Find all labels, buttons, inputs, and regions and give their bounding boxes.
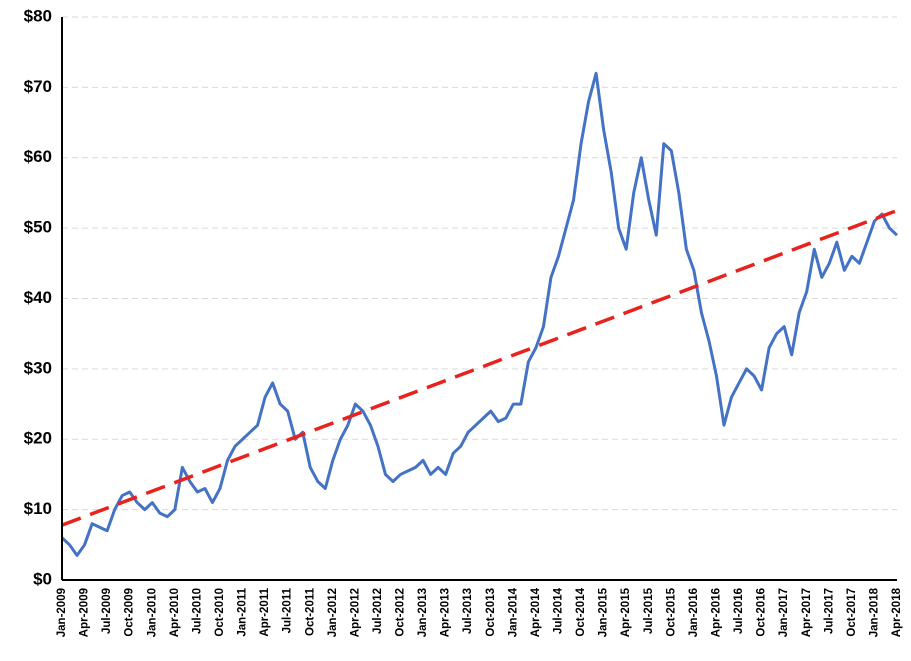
y-tick-label: $70	[24, 77, 52, 96]
x-tick-label: Apr-2015	[620, 587, 632, 637]
x-tick-label: Jul-2013	[462, 588, 474, 634]
y-tick-label: $40	[24, 288, 52, 307]
x-tick-label: Apr-2011	[259, 587, 271, 636]
y-tick-label: $50	[24, 218, 52, 237]
x-tick-label: Apr-2014	[530, 587, 542, 637]
x-tick-label: Jan-2012	[327, 588, 339, 637]
x-tick-label: Apr-2013	[440, 588, 452, 637]
x-tick-label: Jul-2010	[191, 588, 203, 634]
price-line	[60, 71, 899, 557]
y-tick-label: $60	[24, 147, 52, 166]
x-tick-label: Jan-2015	[598, 587, 610, 637]
x-tick-label: Apr-2018	[891, 587, 903, 637]
x-tick-label: Jul-2014	[553, 587, 565, 634]
x-tick-label: Jul-2017	[823, 588, 835, 634]
x-tick-label: Jan-2014	[507, 587, 519, 637]
x-tick-label: Oct-2017	[846, 588, 858, 637]
x-tick-label: Jan-2016	[688, 588, 700, 637]
x-tick-label: Jan-2011	[237, 587, 249, 636]
x-tick-label: Apr-2017	[801, 588, 813, 637]
x-tick-label: Oct-2016	[756, 588, 768, 637]
x-tick-label: Apr-2010	[169, 588, 181, 637]
x-tick-label: Oct-2013	[485, 588, 497, 637]
y-tick-label: $0	[33, 569, 52, 588]
x-tick-label: Oct-2012	[395, 588, 407, 637]
x-tick-label: Jan-2018	[868, 587, 880, 637]
x-tick-label: Jul-2011	[282, 587, 294, 633]
y-tick-label: $30	[24, 358, 52, 377]
x-tick-label: Oct-2010	[214, 588, 226, 637]
x-tick-label: Jul-2009	[101, 588, 113, 634]
x-tick-label: Oct-2015	[665, 587, 677, 636]
x-tick-label: Jan-2013	[417, 588, 429, 637]
x-tick-label: Oct-2009	[124, 588, 136, 637]
x-tick-label: Apr-2016	[710, 588, 722, 637]
x-tick-label: Apr-2012	[349, 588, 361, 637]
x-tick-label: Jan-2010	[146, 588, 158, 637]
x-tick-label: Oct-2011	[304, 587, 316, 636]
x-tick-label: Jul-2015	[643, 587, 655, 634]
x-tick-label: Jan-2017	[778, 588, 790, 637]
y-tick-label: $20	[24, 429, 52, 448]
y-tick-label: $10	[24, 499, 52, 518]
x-tick-label: Oct-2014	[575, 587, 587, 636]
x-tick-label: Jul-2012	[372, 588, 384, 634]
trend-line	[61, 208, 898, 527]
x-tick-label: Jul-2016	[733, 588, 745, 634]
x-tick-label: Jan-2009	[56, 588, 68, 637]
y-tick-label: $80	[24, 6, 52, 25]
x-tick-label: Apr-2009	[79, 588, 91, 637]
